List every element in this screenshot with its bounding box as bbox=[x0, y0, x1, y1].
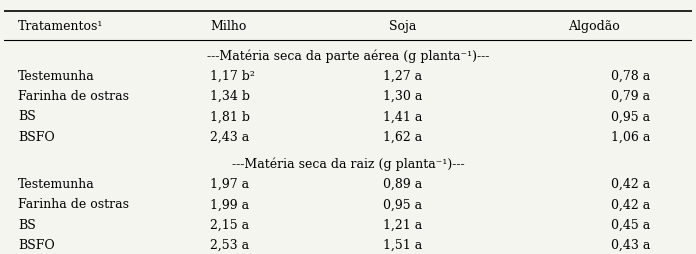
Text: BS: BS bbox=[18, 110, 35, 123]
Text: Testemunha: Testemunha bbox=[18, 70, 95, 83]
Text: 0,78 a: 0,78 a bbox=[611, 70, 651, 83]
Text: BSFO: BSFO bbox=[18, 131, 55, 144]
Text: Farinha de ostras: Farinha de ostras bbox=[18, 90, 129, 103]
Text: ---Matéria seca da raiz (g planta⁻¹)---: ---Matéria seca da raiz (g planta⁻¹)--- bbox=[232, 157, 464, 171]
Text: Algodão: Algodão bbox=[568, 20, 620, 33]
Text: 1,97 a: 1,97 a bbox=[210, 178, 250, 191]
Text: 0,45 a: 0,45 a bbox=[611, 219, 651, 232]
Text: 1,17 b²: 1,17 b² bbox=[210, 70, 255, 83]
Text: 1,51 a: 1,51 a bbox=[383, 239, 422, 252]
Text: Tratamentos¹: Tratamentos¹ bbox=[18, 20, 103, 33]
Text: 1,30 a: 1,30 a bbox=[383, 90, 422, 103]
Text: 2,43 a: 2,43 a bbox=[210, 131, 250, 144]
Text: 1,06 a: 1,06 a bbox=[611, 131, 651, 144]
Text: 0,42 a: 0,42 a bbox=[611, 198, 651, 211]
Text: BSFO: BSFO bbox=[18, 239, 55, 252]
Text: 1,27 a: 1,27 a bbox=[383, 70, 422, 83]
Text: Testemunha: Testemunha bbox=[18, 178, 95, 191]
Text: 1,21 a: 1,21 a bbox=[383, 219, 422, 232]
Text: 1,34 b: 1,34 b bbox=[210, 90, 251, 103]
Text: 2,15 a: 2,15 a bbox=[210, 219, 250, 232]
Text: Milho: Milho bbox=[210, 20, 247, 33]
Text: 1,41 a: 1,41 a bbox=[383, 110, 422, 123]
Text: 0,95 a: 0,95 a bbox=[383, 198, 422, 211]
Text: Soja: Soja bbox=[389, 20, 417, 33]
Text: 0,89 a: 0,89 a bbox=[383, 178, 422, 191]
Text: 1,81 b: 1,81 b bbox=[210, 110, 251, 123]
Text: 0,42 a: 0,42 a bbox=[611, 178, 651, 191]
Text: BS: BS bbox=[18, 219, 35, 232]
Text: Farinha de ostras: Farinha de ostras bbox=[18, 198, 129, 211]
Text: ---Matéria seca da parte aérea (g planta⁻¹)---: ---Matéria seca da parte aérea (g planta… bbox=[207, 49, 489, 63]
Text: 1,62 a: 1,62 a bbox=[383, 131, 422, 144]
Text: 0,79 a: 0,79 a bbox=[612, 90, 651, 103]
Text: 1,99 a: 1,99 a bbox=[210, 198, 250, 211]
Text: 0,95 a: 0,95 a bbox=[612, 110, 651, 123]
Text: 2,53 a: 2,53 a bbox=[210, 239, 250, 252]
Text: 0,43 a: 0,43 a bbox=[611, 239, 651, 252]
